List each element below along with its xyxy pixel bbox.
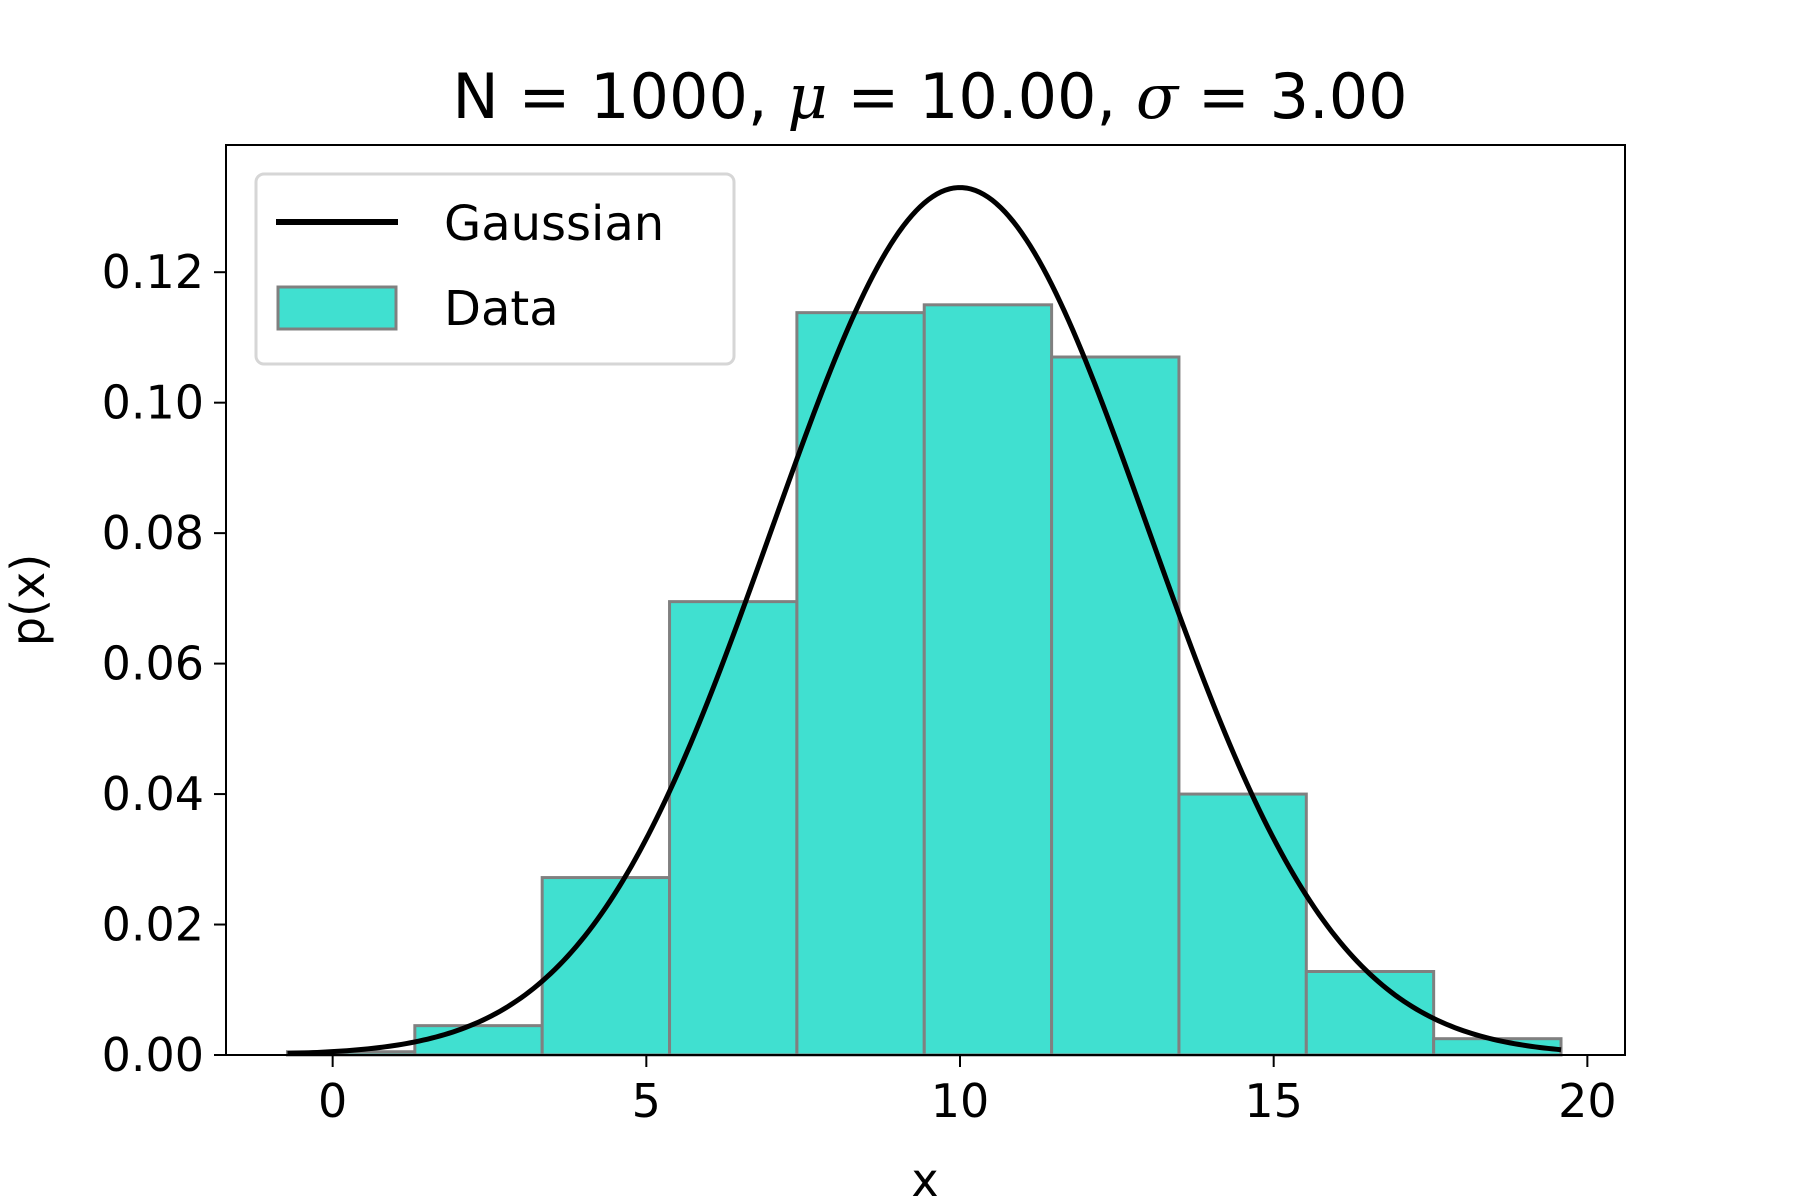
y-tick-label: 0.06	[102, 637, 204, 691]
y-axis-label: p(x)	[1, 554, 55, 646]
x-tick-label: 20	[1558, 1074, 1617, 1128]
x-axis-ticks: 0 5 10 15 20	[318, 1055, 1617, 1128]
y-tick-label: 0.12	[102, 245, 204, 299]
histogram-bar	[1177, 792, 1308, 1057]
title-mu-value: = 10.00,	[828, 60, 1136, 133]
histogram-bar	[1304, 970, 1436, 1057]
y-tick-label: 0.00	[102, 1028, 204, 1082]
x-tick-label: 10	[931, 1074, 990, 1128]
y-tick-label: 0.04	[102, 767, 204, 821]
histogram-bars	[285, 303, 1563, 1057]
histogram-bar	[1050, 355, 1181, 1057]
histogram-bar	[795, 311, 926, 1057]
legend-data-label: Data	[444, 281, 559, 337]
gaussian-curve	[287, 185, 1562, 1057]
histogram-bar	[922, 303, 1054, 1057]
legend: Gaussian Data	[254, 172, 736, 366]
legend-gaussian-label: Gaussian	[444, 196, 664, 252]
plot-frame	[225, 144, 1626, 1056]
y-tick-label: 0.08	[102, 506, 204, 560]
title-prefix: N = 1000,	[452, 60, 787, 133]
chart-title: N = 1000, μ = 10.00, σ = 3.00	[452, 60, 1407, 133]
y-axis-ticks: 0.00 0.02 0.04 0.06 0.08 0.10 0.12	[102, 245, 226, 1082]
histogram-bar	[668, 600, 799, 1057]
title-mu-symbol: μ	[787, 60, 827, 133]
histogram-bar	[413, 1024, 544, 1057]
title-sigma-value: = 3.00	[1178, 60, 1407, 133]
legend-data-swatch	[276, 285, 398, 331]
x-tick-label: 15	[1244, 1074, 1303, 1128]
x-axis-label: x	[911, 1153, 938, 1200]
title-sigma-symbol: σ	[1136, 60, 1180, 133]
y-tick-label: 0.02	[102, 898, 204, 952]
y-tick-label: 0.10	[102, 376, 204, 430]
x-tick-label: 5	[632, 1074, 661, 1128]
x-tick-label: 0	[318, 1074, 347, 1128]
